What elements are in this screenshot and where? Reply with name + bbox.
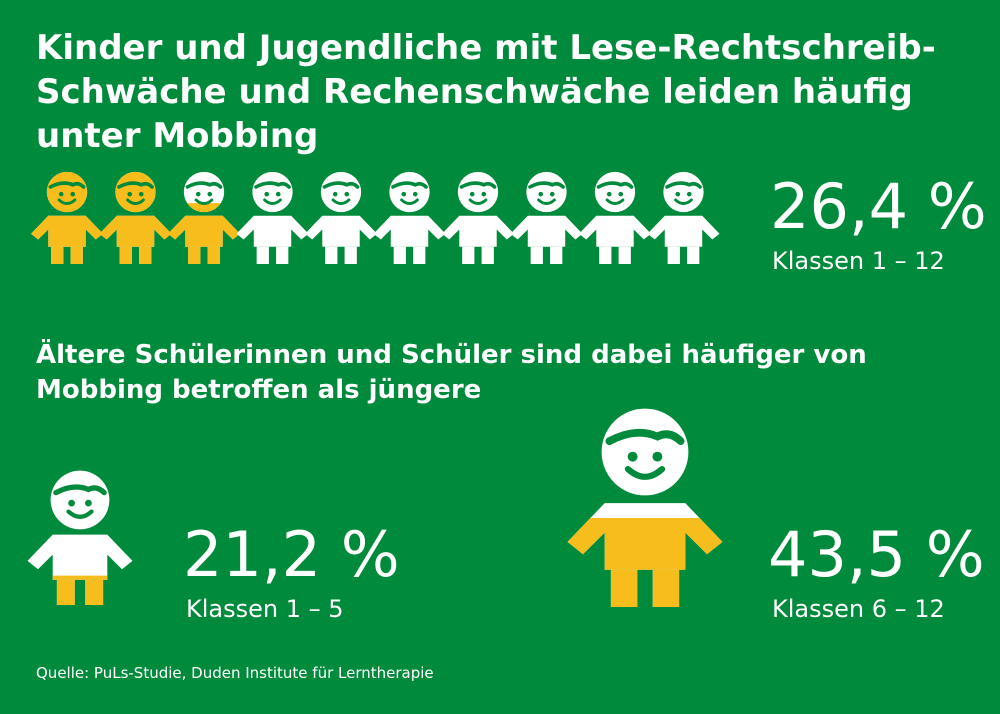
overall-class-range: Klassen 1 – 12 — [772, 247, 945, 275]
younger-class-range: Klassen 1 – 5 — [186, 595, 344, 623]
older-students-figure — [567, 408, 723, 607]
pictogram-person-4 — [236, 171, 309, 264]
chart-title: Kinder und Jugendliche mit Lese-Rechtsch… — [36, 28, 936, 156]
younger-person — [27, 470, 133, 605]
younger-percentage: 21,2 % — [183, 518, 400, 591]
pictogram-person-7 — [442, 171, 514, 264]
pictogram-person-3 — [168, 171, 240, 264]
pictogram-person-10 — [647, 171, 720, 264]
pictogram-person-2 — [99, 171, 172, 264]
pictogram-person-5 — [305, 171, 377, 264]
chart-subtitle: Ältere Schülerinnen und Schüler sind dab… — [36, 340, 867, 405]
overall-percentage: 26,4 % — [770, 170, 987, 243]
pictogram-row — [31, 171, 720, 264]
older-percentage: 43,5 % — [768, 518, 985, 591]
younger-students-figure — [27, 470, 133, 605]
pictogram-person-8 — [510, 171, 583, 264]
older-person — [567, 408, 723, 607]
older-class-range: Klassen 6 – 12 — [772, 595, 945, 623]
pictogram-person-6 — [373, 171, 446, 264]
pictogram-person-1 — [31, 171, 104, 264]
pictogram-person-9 — [579, 171, 651, 264]
source-note: Quelle: PuLs-Studie, Duden Institute für… — [36, 664, 434, 682]
